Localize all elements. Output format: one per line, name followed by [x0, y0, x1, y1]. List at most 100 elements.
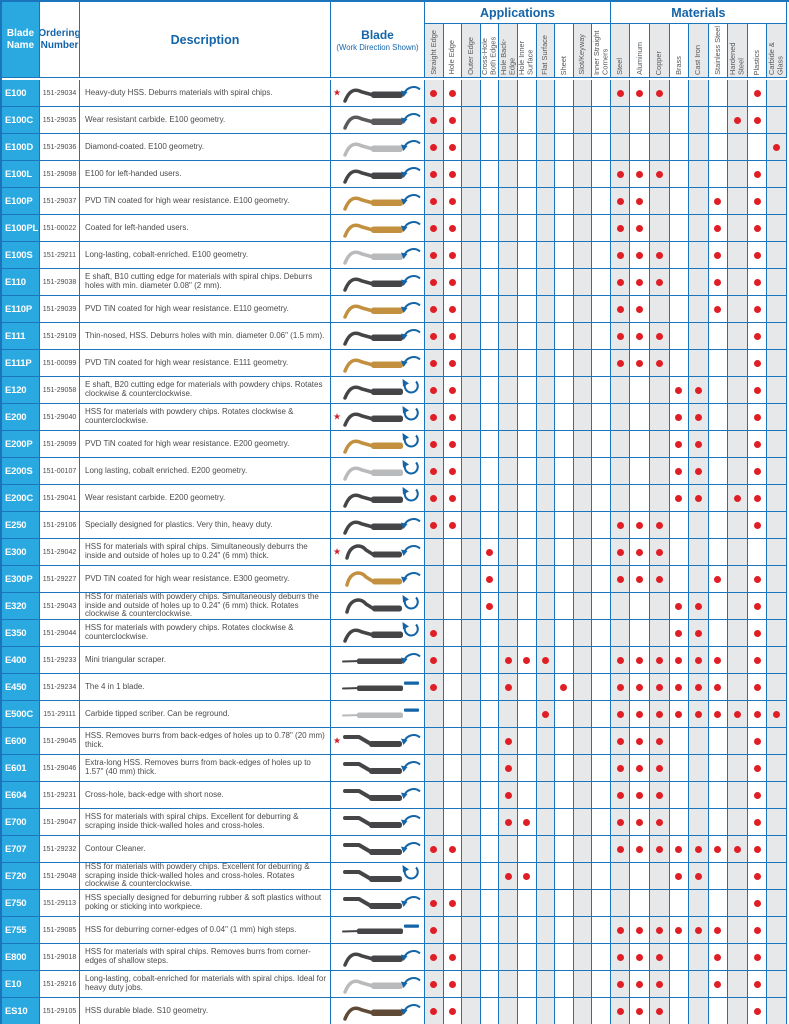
ordering-number-cell: 151-29216	[40, 971, 80, 998]
application-dot	[430, 332, 438, 340]
application-cell	[555, 134, 574, 161]
blade-name-cell: E200C	[2, 485, 40, 512]
material-dot	[655, 656, 663, 664]
application-cell	[425, 458, 444, 485]
description-cell: HSS for deburring corner-edges of 0.04" …	[80, 917, 331, 944]
application-cell	[592, 998, 611, 1024]
table-row: E755 151-29085 HSS for deburring corner-…	[2, 917, 789, 944]
application-dot	[430, 521, 438, 529]
material-cell	[630, 863, 651, 890]
material-cell	[669, 728, 690, 755]
description-cell: PVD TiN coated for high wear resistance.…	[80, 188, 331, 215]
application-cell	[592, 593, 611, 620]
rotation-arrow-icon	[400, 486, 422, 507]
material-cell	[669, 161, 690, 188]
material-cell	[747, 971, 768, 998]
application-cell	[480, 134, 500, 161]
material-cell	[610, 539, 631, 566]
material-cell	[650, 647, 670, 674]
application-cell	[425, 566, 444, 593]
application-dot	[430, 629, 438, 637]
material-column-header: Aluminum	[630, 24, 651, 78]
material-dot	[753, 872, 761, 880]
material-cell	[630, 539, 651, 566]
application-cell	[443, 836, 463, 863]
material-cell	[708, 404, 729, 431]
material-cell	[689, 134, 709, 161]
description-cell: Long lasting, cobalt enriched. E200 geom…	[80, 458, 331, 485]
material-dot	[753, 980, 761, 988]
application-dot	[448, 89, 456, 97]
application-cell	[592, 539, 611, 566]
table-row: E200S 151-00107 Long lasting, cobalt enr…	[2, 458, 789, 485]
application-column-label: Outer Edge	[465, 37, 475, 75]
material-cell	[708, 863, 729, 890]
application-cell	[592, 215, 611, 242]
material-cell	[610, 350, 631, 377]
application-cell	[592, 296, 611, 323]
material-cell	[689, 485, 709, 512]
application-cell	[480, 674, 500, 701]
application-cell	[425, 80, 444, 107]
ordering-number-cell: 151-29038	[40, 269, 80, 296]
blade-image-cell	[331, 782, 425, 809]
material-dot	[753, 845, 761, 853]
material-cell	[708, 161, 729, 188]
material-cell	[767, 647, 787, 674]
application-cell	[425, 755, 444, 782]
material-cell	[747, 836, 768, 863]
application-cell	[443, 377, 463, 404]
application-cell	[555, 188, 574, 215]
application-cell	[499, 971, 518, 998]
material-cell	[767, 188, 787, 215]
blade-illustration	[331, 161, 407, 187]
material-cell	[747, 485, 768, 512]
application-cell	[555, 539, 574, 566]
application-column-label: Straight Edge	[428, 30, 438, 75]
material-dot	[753, 170, 761, 178]
application-cell	[443, 701, 463, 728]
application-dot	[430, 494, 438, 502]
material-cell	[728, 80, 748, 107]
application-cell	[425, 809, 444, 836]
material-cell	[630, 350, 651, 377]
material-dot	[675, 413, 683, 421]
material-cell	[767, 377, 787, 404]
blade-illustration	[331, 863, 407, 889]
application-cell	[425, 188, 444, 215]
application-cell	[536, 161, 556, 188]
material-cell	[669, 269, 690, 296]
application-dot	[430, 359, 438, 367]
material-cell	[708, 890, 729, 917]
ordering-number-cell: 151-29058	[40, 377, 80, 404]
material-cell	[728, 161, 748, 188]
application-cell	[425, 350, 444, 377]
material-cell	[669, 647, 690, 674]
blade-illustration	[331, 728, 407, 754]
material-cell	[669, 566, 690, 593]
table-row: E750 151-29113 HSS specially designed fo…	[2, 890, 789, 917]
application-cell	[480, 971, 500, 998]
table-row: E601 151-29046 Extra-long HSS. Removes b…	[2, 755, 789, 782]
material-cell	[669, 944, 690, 971]
material-cell	[610, 890, 631, 917]
material-cell	[669, 674, 690, 701]
blade-illustration	[331, 647, 407, 673]
material-cell	[747, 161, 768, 188]
application-cell	[425, 593, 444, 620]
application-cell	[480, 161, 500, 188]
application-cell	[536, 458, 556, 485]
material-dot	[753, 926, 761, 934]
material-cell	[728, 593, 748, 620]
material-dot	[655, 737, 663, 745]
application-cell	[480, 80, 500, 107]
application-cell	[555, 593, 574, 620]
application-dot	[448, 440, 456, 448]
application-cell	[555, 674, 574, 701]
application-cell	[555, 998, 574, 1024]
material-cell	[747, 782, 768, 809]
application-cell	[517, 539, 537, 566]
material-dot	[616, 926, 624, 934]
application-column-label: Hole Back-Edge	[499, 38, 517, 75]
application-cell	[462, 350, 481, 377]
